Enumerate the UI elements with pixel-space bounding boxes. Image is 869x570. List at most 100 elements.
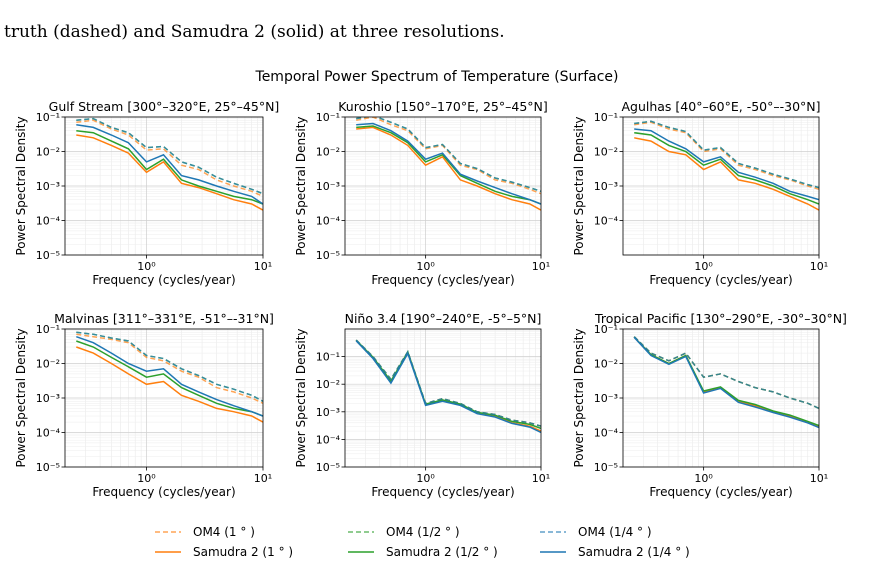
x-axis-label: Frequency (cycles/year) <box>92 485 235 499</box>
y-tick-label: 10⁻⁵ <box>316 461 340 474</box>
axes-frame <box>344 328 542 468</box>
series-line <box>633 336 819 410</box>
y-tick-label: 10⁻⁵ <box>594 461 618 474</box>
series-line <box>356 117 541 195</box>
series-line <box>76 331 263 402</box>
legend-label: Samudra 2 (1 ° ) <box>193 545 293 559</box>
series-line <box>634 131 819 205</box>
x-tick-label: 10⁰ <box>137 472 156 485</box>
y-tick-label: 10⁻² <box>36 358 60 371</box>
panel-title: Tropical Pacific [130°–290°E, -30°–30°N] <box>594 311 847 326</box>
x-tick-label: 10⁰ <box>137 260 156 273</box>
y-tick-label: 10⁻⁵ <box>36 249 60 262</box>
panel-title: Agulhas [40°–60°E, -50°–-30°N] <box>621 99 820 114</box>
y-tick-label: 10⁻² <box>316 378 340 391</box>
legend-label: OM4 (1 ° ) <box>193 525 255 539</box>
series-line <box>355 339 541 427</box>
y-tick-label: 10⁻⁴ <box>316 215 341 228</box>
series-line <box>355 339 541 430</box>
series-line <box>76 117 263 195</box>
panel-1: 10⁻⁵ 10⁻⁴ 10⁻³ 10⁻² 10⁻¹ 10⁰ 10¹ Gulf Stream [3… <box>14 99 279 287</box>
x-tick-label: 10¹ <box>254 472 272 485</box>
y-tick-label: 10⁻² <box>594 146 618 159</box>
y-axis-label: Power Spectral Density <box>294 116 308 255</box>
series-line <box>356 125 541 205</box>
y-tick-label: 10⁻³ <box>316 180 340 193</box>
x-tick-label: 10¹ <box>810 472 828 485</box>
y-tick-label: 10⁻¹ <box>36 323 60 336</box>
y-tick-label: 10⁻⁴ <box>594 215 619 228</box>
x-tick-label: 10¹ <box>532 472 550 485</box>
panel-title: Malvinas [311°–331°E, -51°–-31°N] <box>54 311 274 326</box>
panel-3: 10⁻⁴ 10⁻³ 10⁻² 10⁻¹ 10⁰ 10¹ Agulhas [40°–60°E,… <box>572 99 828 287</box>
panel-title: Kuroshio [150°–170°E, 25°–45°N] <box>338 99 548 114</box>
y-tick-label: 10⁻⁵ <box>36 461 60 474</box>
y-tick-label: 10⁻³ <box>594 180 618 193</box>
series-line <box>76 134 263 211</box>
y-axis-label: Power Spectral Density <box>572 116 586 255</box>
y-tick-label: 10⁻⁴ <box>36 427 61 440</box>
legend-label: OM4 (1/4 ° ) <box>578 525 652 539</box>
y-tick-label: 10⁻⁴ <box>594 427 619 440</box>
legend-label: Samudra 2 (1/2 ° ) <box>386 545 498 559</box>
series-line <box>356 117 541 193</box>
y-axis-label: Power Spectral Density <box>572 328 586 467</box>
y-tick-label: 10⁻⁴ <box>316 433 341 446</box>
legend: OM4 (1 ° ) Samudra 2 (1 ° ) OM4 (1/2 ° ) Sa… <box>155 525 690 559</box>
x-axis-label: Frequency (cycles/year) <box>92 273 235 287</box>
y-tick-label: 10⁻² <box>36 146 60 159</box>
figure-caption: truth (dashed) and Samudra 2 (solid) at … <box>4 22 505 42</box>
series-line <box>355 340 541 434</box>
x-tick-label: 10¹ <box>532 260 550 273</box>
x-tick-label: 10⁰ <box>416 260 435 273</box>
series-line <box>633 336 819 410</box>
panel-title: Gulf Stream [300°–320°E, 25°–45°N] <box>49 99 280 114</box>
y-tick-label: 10⁻² <box>316 146 340 159</box>
y-tick-label: 10⁻³ <box>36 392 60 405</box>
series-line <box>76 335 263 417</box>
legend-label: OM4 (1/2 ° ) <box>386 525 460 539</box>
y-tick-label: 10⁻¹ <box>316 111 340 124</box>
series-line <box>76 123 263 205</box>
y-tick-label: 10⁻¹ <box>594 111 618 124</box>
series-line <box>633 336 819 429</box>
y-tick-label: 10⁻¹ <box>316 351 340 364</box>
panel-title: Niño 3.4 [190°–240°E, -5°–5°N] <box>345 311 542 326</box>
y-tick-label: 10⁻⁴ <box>36 215 61 228</box>
panel-6: 10⁻⁵ 10⁻⁴ 10⁻³ 10⁻² 10⁻¹ 10⁰ 10¹ Tropical Pacif… <box>572 311 847 499</box>
x-axis-label: Frequency (cycles/year) <box>649 485 792 499</box>
series-line <box>356 122 541 205</box>
series-line <box>634 121 819 191</box>
y-tick-label: 10⁻³ <box>316 406 340 419</box>
series-line <box>356 117 541 193</box>
series-line <box>76 340 263 417</box>
series-line <box>76 117 263 195</box>
panel-5: 10⁻⁵ 10⁻⁴ 10⁻³ 10⁻² 10⁻¹ 10⁰ 10¹ Niño 3.4 [190°… <box>294 311 550 499</box>
x-tick-label: 10⁰ <box>694 472 713 485</box>
x-tick-label: 10⁰ <box>416 472 435 485</box>
x-axis-label: Frequency (cycles/year) <box>649 273 792 287</box>
series-line <box>634 120 819 189</box>
series-line <box>633 336 819 428</box>
series-line <box>76 346 263 423</box>
series-line <box>355 340 541 432</box>
series-line <box>76 129 263 205</box>
y-tick-label: 10⁻³ <box>594 392 618 405</box>
y-tick-label: 10⁻³ <box>36 180 60 193</box>
series-line <box>634 137 819 211</box>
series-line <box>356 126 541 211</box>
legend-label: Samudra 2 (1/4 ° ) <box>578 545 690 559</box>
x-tick-label: 10¹ <box>810 260 828 273</box>
x-tick-label: 10¹ <box>254 260 272 273</box>
series-line <box>76 333 263 404</box>
series-line <box>634 128 819 201</box>
panel-grid: 10⁻⁵ 10⁻⁴ 10⁻³ 10⁻² 10⁻¹ 10⁰ 10¹ Gulf Stream [3… <box>14 99 847 499</box>
y-axis-label: Power Spectral Density <box>14 116 28 255</box>
y-tick-label: 10⁻¹ <box>594 323 618 336</box>
y-axis-label: Power Spectral Density <box>14 328 28 467</box>
figure-suptitle: Temporal Power Spectrum of Temperature (… <box>255 69 619 85</box>
y-tick-label: 10⁻¹ <box>36 111 60 124</box>
y-tick-label: 10⁻² <box>594 358 618 371</box>
x-tick-label: 10⁰ <box>694 260 713 273</box>
